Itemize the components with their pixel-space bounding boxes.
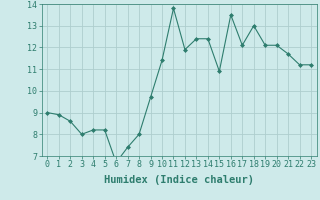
X-axis label: Humidex (Indice chaleur): Humidex (Indice chaleur) — [104, 175, 254, 185]
